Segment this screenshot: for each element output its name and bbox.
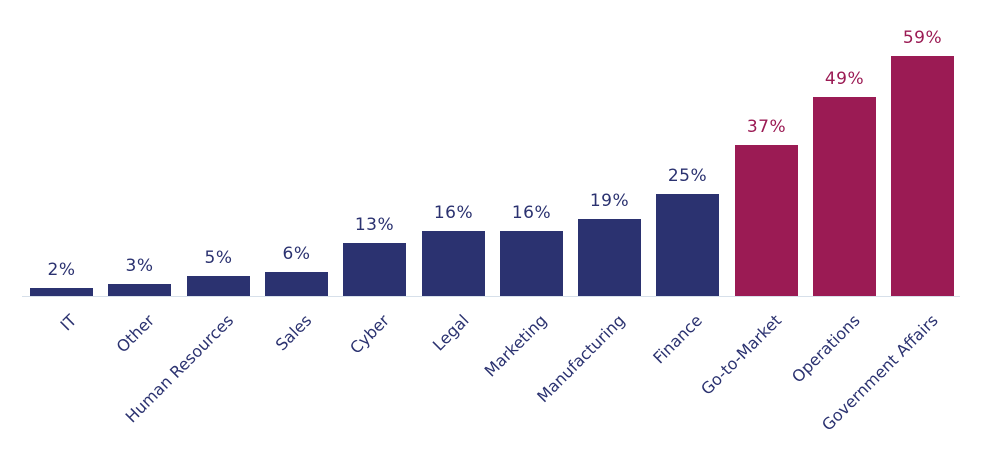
bar-operations xyxy=(813,97,876,296)
bar-value-label: 3% xyxy=(125,256,154,276)
bar-value-label: 19% xyxy=(589,191,630,211)
bar-value-label: 16% xyxy=(511,203,552,223)
x-tick-label: Other xyxy=(112,310,159,357)
bar-sales xyxy=(265,272,328,296)
bar-value-label: 59% xyxy=(902,28,943,48)
bar-value-label: 2% xyxy=(47,260,76,280)
x-tick-label: Sales xyxy=(271,310,316,355)
bar-manufacturing xyxy=(578,219,641,296)
bar-it xyxy=(30,288,93,296)
bar-human-resources xyxy=(187,276,250,296)
x-tick-label: Finance xyxy=(649,310,707,368)
x-axis-baseline xyxy=(22,296,960,297)
bar-value-label: 25% xyxy=(667,166,708,186)
bar-value-label: 6% xyxy=(282,244,311,264)
bar-cyber xyxy=(343,243,406,296)
bar-government-affairs xyxy=(891,56,954,296)
x-tick-label: Marketing xyxy=(480,310,551,381)
x-tick-label: Operations xyxy=(787,310,864,387)
bar-value-label: 5% xyxy=(204,248,233,268)
bar-finance xyxy=(656,194,719,296)
bar-go-to-market xyxy=(735,145,798,296)
bar-value-label: 37% xyxy=(746,117,787,137)
bar-other xyxy=(108,284,171,296)
bar-marketing xyxy=(500,231,563,296)
x-tick-label: Cyber xyxy=(346,310,394,358)
x-tick-label: IT xyxy=(56,310,81,335)
bar-value-label: 16% xyxy=(433,203,474,223)
bar-value-label: 13% xyxy=(354,215,395,235)
bar-value-label: 49% xyxy=(824,69,865,89)
bar-legal xyxy=(422,231,485,296)
x-tick-label: Legal xyxy=(428,310,473,355)
x-tick-label: Go-to-Market xyxy=(697,310,786,399)
